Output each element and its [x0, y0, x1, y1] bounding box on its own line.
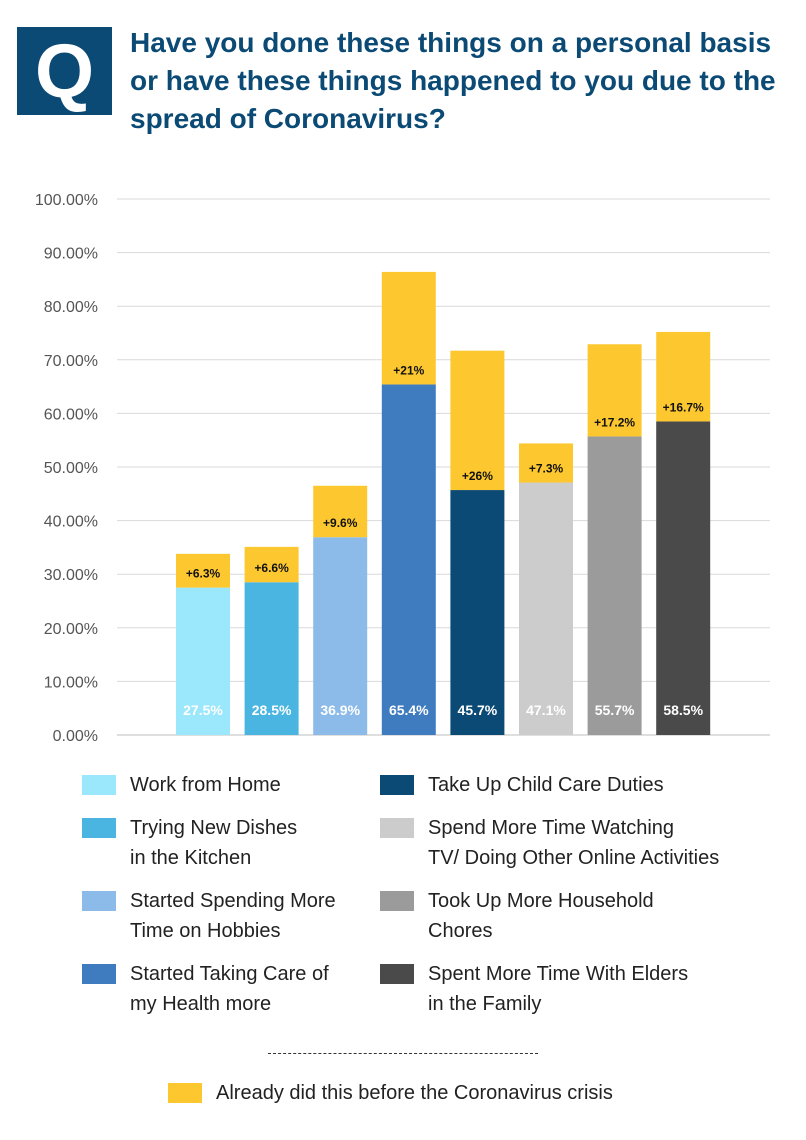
bar-increment-label: +9.6% — [323, 516, 358, 530]
legend-swatch — [168, 1083, 202, 1103]
bar-segment-coronavirus — [450, 490, 505, 735]
y-tick-label: 80.00% — [44, 299, 98, 316]
legend-swatch — [380, 891, 414, 911]
bar-value-label: 28.5% — [252, 702, 292, 718]
legend-label: Started Spending More Time on Hobbies — [130, 890, 336, 942]
legend-item: Spend More Time Watching TV/ Doing Other… — [380, 813, 719, 873]
bar-segment-coronavirus — [587, 436, 642, 735]
legend-swatch — [380, 964, 414, 984]
bar-value-label: 27.5% — [183, 702, 223, 718]
legend-item: Take Up Child Care Duties — [380, 770, 664, 800]
bar-segment-coronavirus — [176, 587, 230, 735]
y-tick-label: 60.00% — [44, 406, 98, 423]
legend-label: Started Taking Care of my Health more — [130, 963, 329, 1015]
bar-value-label: 65.4% — [389, 702, 429, 718]
legend-swatch — [82, 818, 116, 838]
bar-segment-coronavirus — [244, 582, 299, 735]
legend-item: Work from Home — [82, 770, 281, 800]
legend-item-baseline: Already did this before the Coronavirus … — [168, 1078, 613, 1108]
y-tick-label: 20.00% — [44, 621, 98, 638]
legend-swatch — [82, 891, 116, 911]
bar-value-label: 47.1% — [526, 702, 566, 718]
bar-value-label: 45.7% — [458, 702, 498, 718]
y-tick-label: 30.00% — [44, 567, 98, 584]
legend-item: Spent More Time With Elders in the Famil… — [380, 959, 688, 1019]
bar-segment-before — [519, 443, 573, 483]
bar-segment-before — [313, 485, 368, 538]
bar-increment-label: +6.3% — [186, 567, 221, 581]
bar-increment-label: +26% — [462, 469, 493, 483]
legend-item: Trying New Dishes in the Kitchen — [82, 813, 297, 873]
bar-increment-label: +6.6% — [254, 561, 289, 575]
bar-increment-label: +17.2% — [594, 415, 635, 429]
legend-label: Took Up More Household Chores — [428, 890, 654, 942]
legend-swatch — [380, 818, 414, 838]
bar-segment-before — [176, 553, 230, 588]
y-tick-label: 0.00% — [53, 728, 98, 745]
bar-increment-label: +7.3% — [529, 462, 564, 476]
legend-item: Started Spending More Time on Hobbies — [82, 886, 336, 946]
y-tick-label: 40.00% — [44, 514, 98, 531]
legend-label: Spend More Time Watching TV/ Doing Other… — [428, 817, 720, 869]
bar-increment-label: +21% — [393, 363, 424, 377]
legend-divider — [268, 1053, 538, 1054]
bar-segment-before — [656, 331, 711, 422]
legend-label: Take Up Child Care Duties — [428, 774, 664, 796]
legend-label: Work from Home — [130, 774, 281, 796]
bar-segment-before — [244, 546, 299, 583]
legend-item: Started Taking Care of my Health more — [82, 959, 329, 1019]
bar-segment-before — [587, 344, 642, 437]
bar-increment-label: +16.7% — [663, 400, 704, 414]
bar-segment-coronavirus — [381, 384, 436, 735]
bar-chart: 0.00% 10.00% 20.00% 30.00% 40.00% 50.00% 60.00… — [35, 192, 770, 745]
y-tick-label: 100.00% — [35, 192, 98, 209]
y-tick-label: 70.00% — [44, 353, 98, 370]
legend-swatch — [380, 775, 414, 795]
legend-label: Trying New Dishes in the Kitchen — [130, 817, 298, 869]
bar-segment-before — [450, 350, 505, 491]
page-title: Have you done these things on a personal… — [130, 27, 776, 134]
bar-value-label: 36.9% — [320, 702, 360, 718]
legend-item: Took Up More Household Chores — [380, 886, 654, 946]
question-badge: Q — [17, 27, 112, 115]
legend-label: Already did this before the Coronavirus … — [216, 1082, 613, 1104]
bar-value-label: 58.5% — [663, 702, 703, 718]
bar-segment-coronavirus — [656, 421, 711, 735]
y-tick-label: 10.00% — [44, 674, 98, 691]
y-tick-label: 50.00% — [44, 460, 98, 477]
bar-segment-coronavirus — [313, 537, 368, 735]
legend-swatch — [82, 964, 116, 984]
bar-segment-coronavirus — [519, 482, 573, 735]
y-tick-label: 90.00% — [44, 246, 98, 263]
bar-segment-before — [381, 271, 436, 385]
legend-swatch — [82, 775, 116, 795]
legend-label: Spent More Time With Elders in the Famil… — [428, 963, 689, 1015]
bar-value-label: 55.7% — [595, 702, 635, 718]
